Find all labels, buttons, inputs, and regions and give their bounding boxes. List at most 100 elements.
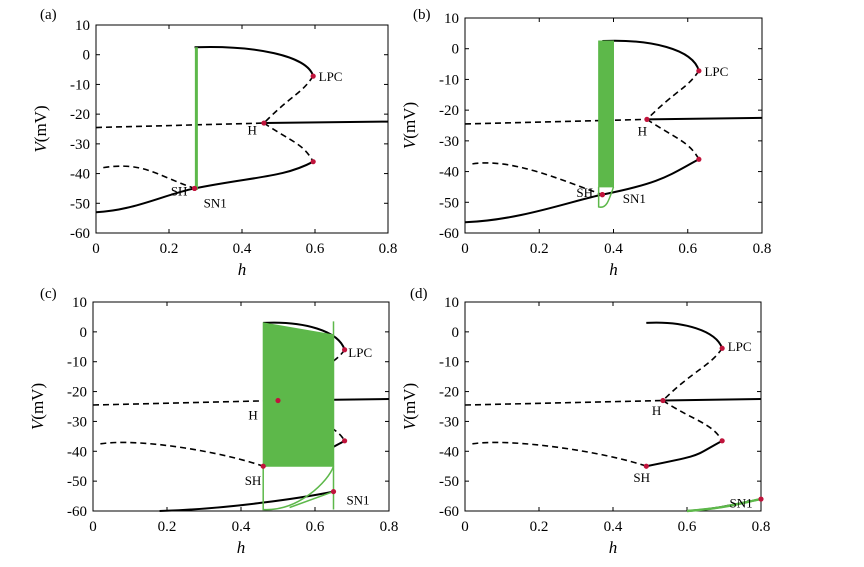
y-tick-label: -10 (439, 72, 459, 88)
y-axis-label: V(mV) (400, 383, 419, 430)
y-tick-label: -30 (439, 414, 459, 430)
y-tick-label: 0 (452, 42, 460, 58)
unstable-branch-middle (263, 122, 314, 163)
oscillation-band (262, 322, 334, 467)
unstable-branch-upper (646, 70, 700, 120)
stable-lower-branch (95, 187, 195, 214)
point-lpc (310, 73, 316, 79)
y-axis-label: V(mV) (28, 383, 47, 430)
point-h (660, 397, 666, 404)
label-sn1: SN1 (346, 493, 369, 508)
y-tick-label: -40 (439, 444, 459, 460)
point-sn (310, 159, 316, 165)
label-sh: SH (245, 473, 262, 488)
point-h (644, 116, 650, 122)
oscillation-loop (262, 465, 335, 511)
label-sh: SH (171, 183, 188, 198)
label-sn1: SN1 (730, 496, 753, 511)
unstable-lower-left (103, 165, 195, 190)
x-tick-label: 0.8 (752, 519, 771, 535)
label-h: H (652, 403, 661, 418)
point-lpc (696, 68, 702, 74)
y-tick-label: -30 (439, 134, 459, 150)
stable-equilibrium-right (646, 116, 763, 121)
point-lpc (719, 345, 725, 351)
x-tick-label: 0 (461, 519, 469, 535)
x-tick-label: 0.4 (233, 241, 252, 257)
stable-upper-branch (194, 46, 315, 77)
plot-frame (464, 301, 762, 512)
point-h (261, 120, 267, 126)
point-sh (260, 463, 266, 469)
y-tick-label: -20 (439, 103, 459, 119)
unstable-branch-middle (662, 399, 723, 442)
oscillation-band (598, 40, 614, 188)
unstable-branch-upper (662, 347, 723, 402)
y-axis-label: V(mV) (31, 105, 50, 152)
y-tick-label: -30 (67, 414, 87, 430)
y-tick-label: -50 (67, 474, 87, 490)
point-sh (643, 463, 649, 469)
panel-d: 0 0.2 0.4 0.6 0.8 10 0 -10 -20 -30 -40 -50 -60 h V(mV)… (400, 286, 770, 557)
y-tick-label: -50 (439, 195, 459, 211)
plot-frame (92, 301, 390, 512)
x-tick-label: 0.6 (306, 241, 325, 257)
x-tick-label: 0 (89, 519, 97, 535)
y-tick-label: -40 (70, 167, 90, 183)
x-axis-label: h (609, 538, 618, 557)
point-sn (719, 438, 725, 444)
y-tick-label: -40 (67, 444, 87, 460)
label-lpc: LPC (704, 64, 728, 79)
y-tick-label: -60 (70, 226, 90, 242)
label-lpc: LPC (348, 345, 372, 360)
y-tick-label: -10 (70, 77, 90, 93)
y-tick-label: 10 (444, 295, 459, 311)
point-h (275, 397, 281, 404)
y-axis-label: V(mV) (400, 102, 419, 149)
unstable-equilibrium-left (95, 122, 264, 129)
stable-equilibrium-right (662, 398, 762, 402)
y-tick-label: 0 (83, 48, 91, 64)
stable-equilibrium-right (263, 120, 389, 125)
y-tick-label: 10 (75, 18, 90, 34)
x-tick-label: 0.4 (232, 519, 251, 535)
x-tick-label: 0 (92, 241, 100, 257)
point-lpc (342, 347, 348, 353)
x-tick-label: 0.8 (380, 519, 399, 535)
stable-upper-branch (646, 321, 724, 349)
x-tick-label: 0.2 (160, 241, 179, 257)
unstable-branch-upper (263, 75, 314, 124)
y-tick-label: -60 (67, 504, 87, 520)
stable-lower-branch (159, 490, 334, 512)
unstable-equilibrium-left (464, 118, 647, 125)
y-tick-label: 0 (80, 325, 88, 341)
oscillation-loop (597, 186, 615, 208)
label-sn1: SN1 (623, 191, 646, 206)
label-h: H (638, 124, 647, 139)
unstable-branch-middle (646, 118, 700, 160)
x-tick-label: 0.4 (604, 241, 623, 257)
label-h: H (247, 122, 256, 137)
y-tick-label: -30 (70, 137, 90, 153)
panel-a: 0 0.2 0.4 0.6 0.8 10 0 -10 -20 -30 -40 -50 -60 h V(mV)… (31, 7, 397, 279)
label-sh: SH (576, 185, 593, 200)
y-tick-label: -20 (70, 107, 90, 123)
point-sn1 (330, 488, 337, 495)
panel-label: (a) (40, 7, 57, 23)
stable-upper-branch (602, 39, 700, 72)
point-sn (342, 438, 348, 444)
point-sn1 (758, 496, 764, 502)
y-tick-label: -60 (439, 226, 459, 242)
stable-lower-middle (602, 158, 700, 196)
label-sh: SH (633, 470, 650, 485)
y-tick-label: 10 (72, 295, 87, 311)
stable-lower-branch (464, 193, 603, 224)
panel-c: 0 0.2 0.4 0.6 0.8 10 0 -10 -20 -30 -40 -50 -60 h V(mV)… (28, 286, 398, 557)
x-tick-label: 0 (461, 241, 469, 257)
panel-label: (b) (413, 7, 431, 23)
stable-lower-middle (646, 439, 723, 468)
y-tick-label: -50 (70, 196, 90, 212)
unstable-equilibrium-left (464, 399, 663, 406)
oscillation-lower (686, 497, 762, 513)
